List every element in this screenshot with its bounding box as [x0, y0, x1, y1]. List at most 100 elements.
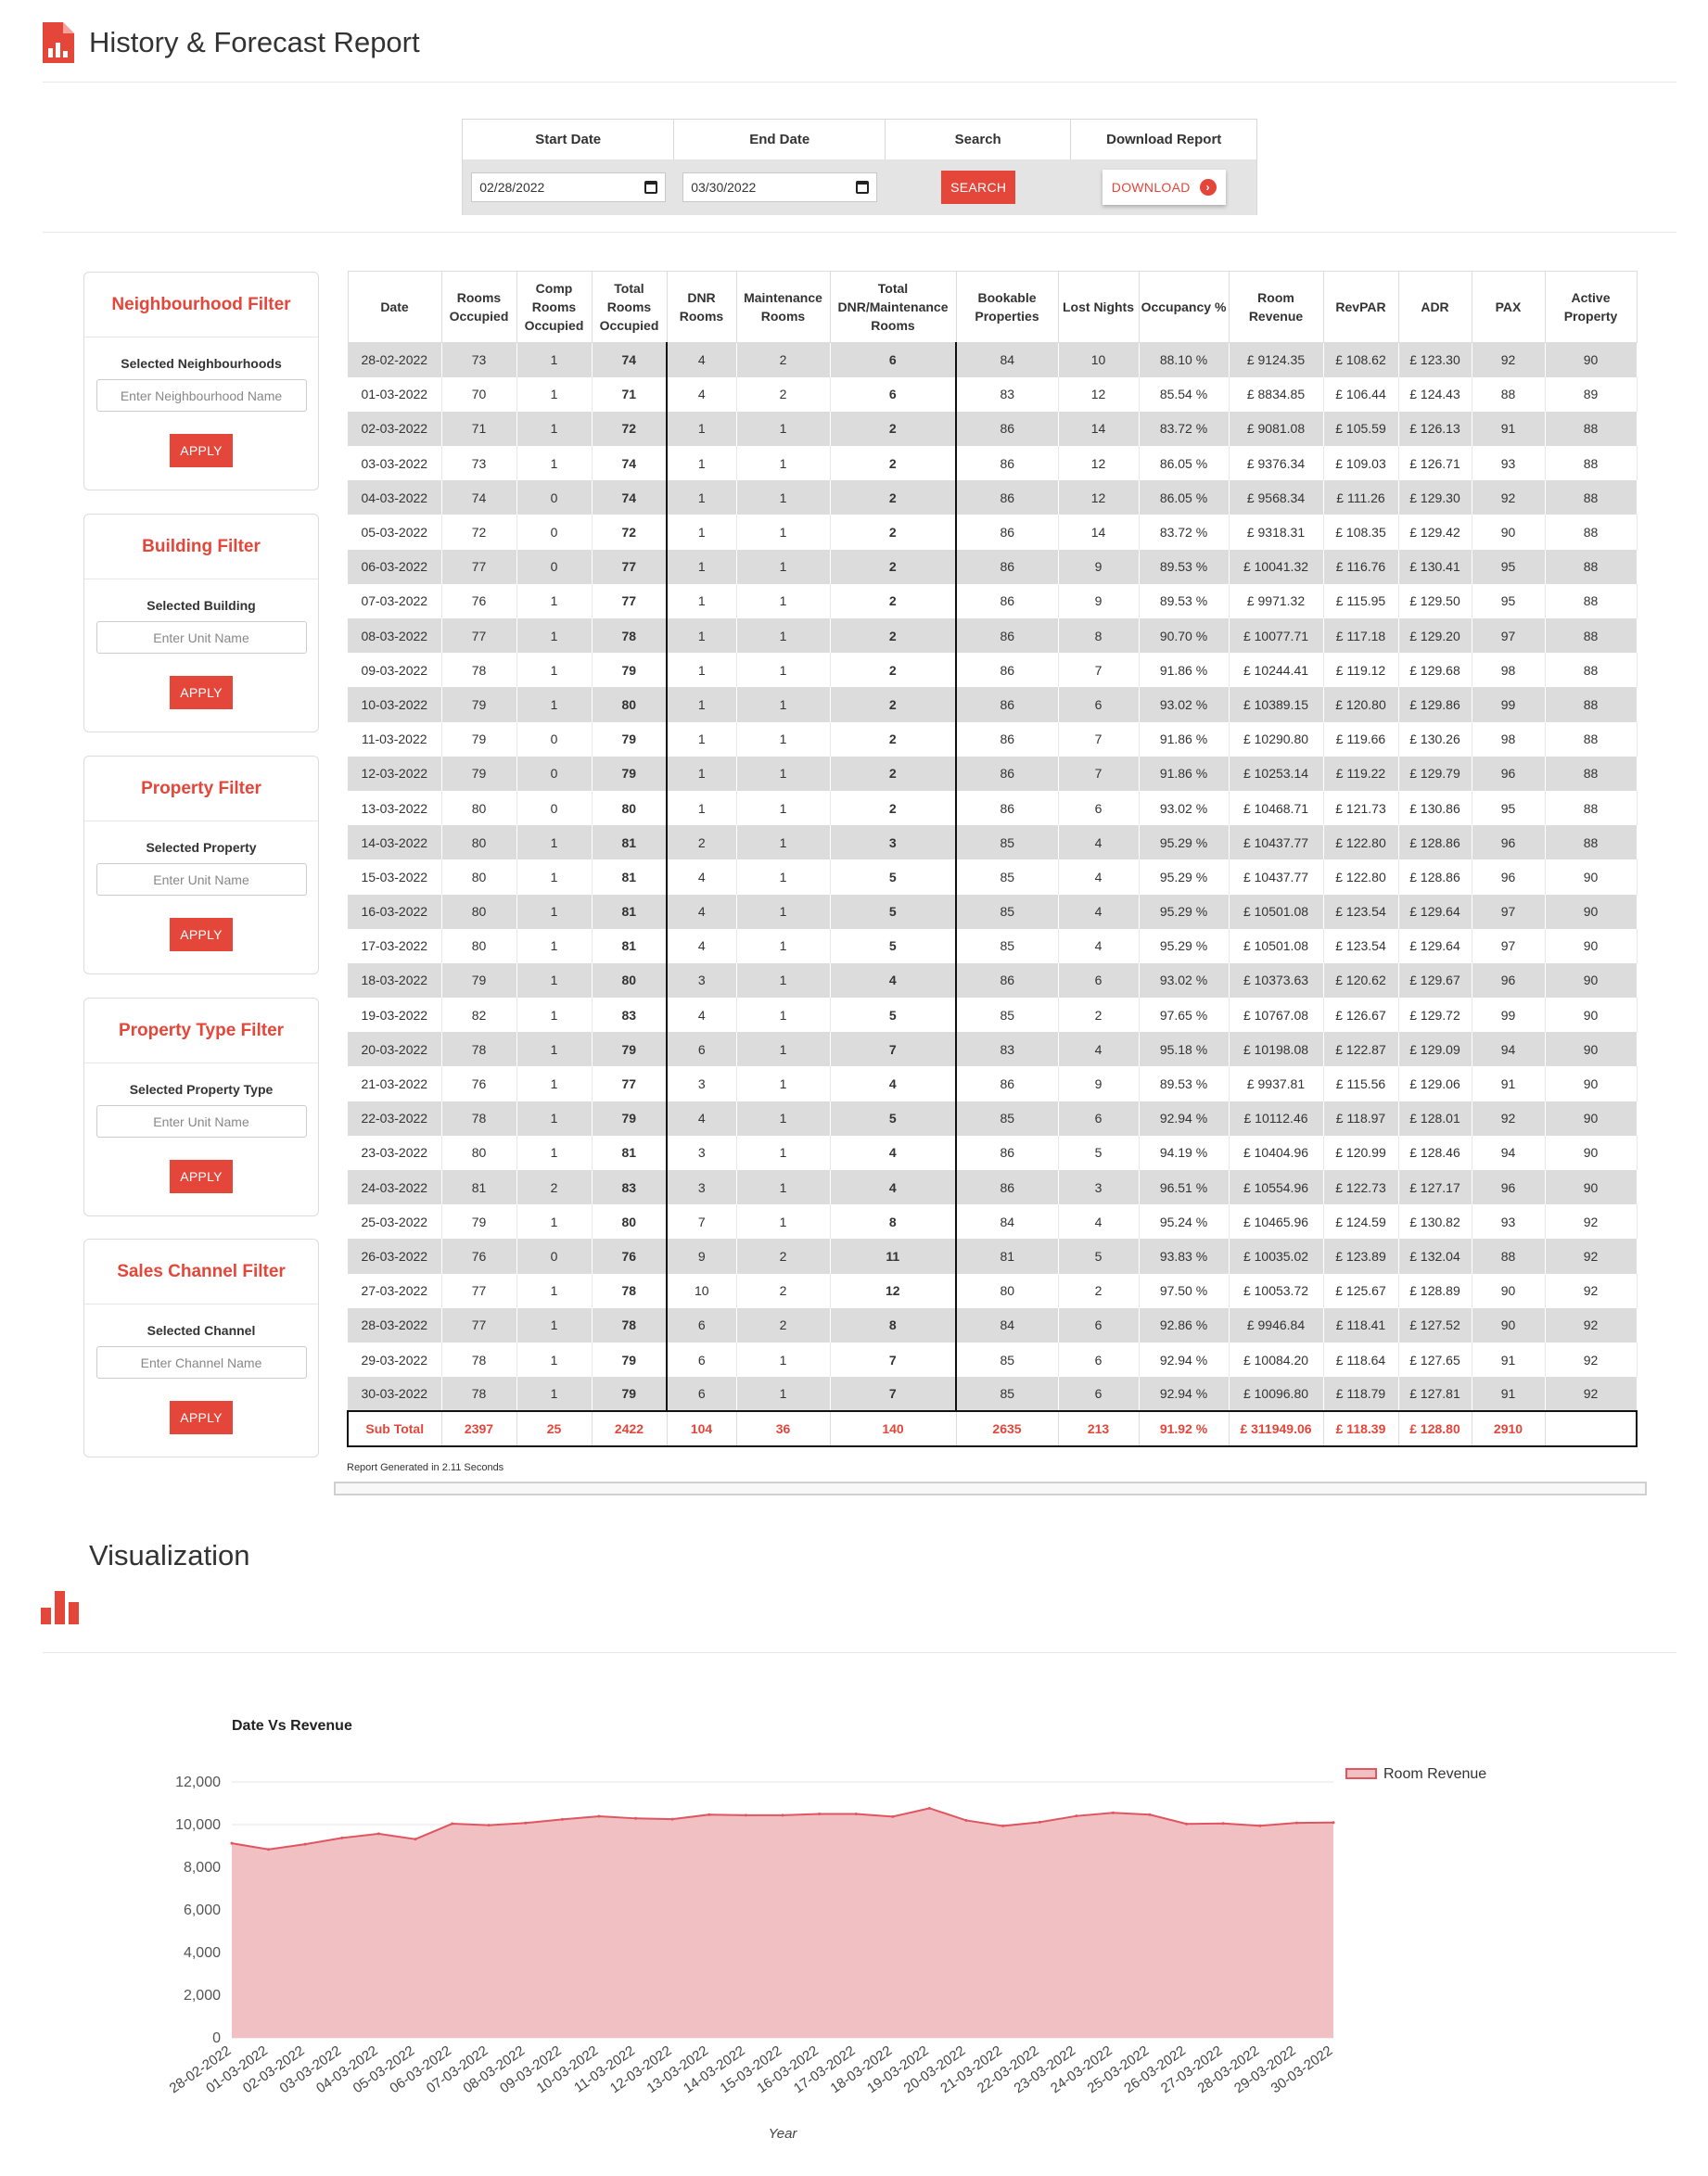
column-header[interactable]: Maintenance Rooms — [736, 271, 831, 343]
table-cell: 1 — [516, 342, 593, 377]
table-cell: 73 — [441, 342, 517, 377]
table-cell: 27-03-2022 — [348, 1273, 442, 1308]
data-point[interactable] — [1111, 1811, 1115, 1814]
data-point[interactable] — [744, 1813, 747, 1817]
data-point[interactable] — [891, 1814, 895, 1818]
apply-button[interactable]: APPLY — [170, 918, 233, 951]
table-cell: 18-03-2022 — [348, 962, 442, 999]
data-point[interactable] — [1075, 1814, 1078, 1818]
calendar-icon[interactable] — [856, 181, 870, 194]
data-point[interactable] — [267, 1848, 271, 1852]
table-cell: £ 121.73 — [1323, 790, 1399, 826]
data-point[interactable] — [487, 1824, 491, 1827]
download-button[interactable]: DOWNLOAD › — [1102, 170, 1226, 205]
table-cell: 0 — [516, 549, 593, 584]
data-point[interactable] — [707, 1813, 711, 1816]
table-cell: 94.19 % — [1139, 1135, 1230, 1170]
table-cell: 1 — [516, 1307, 593, 1343]
column-header[interactable]: Date — [347, 271, 442, 343]
table-cell: 2 — [830, 687, 957, 722]
channel-input[interactable]: Enter Channel Name — [96, 1346, 307, 1379]
data-point[interactable] — [230, 1841, 234, 1845]
table-cell: 79 — [592, 653, 668, 688]
search-button[interactable]: SEARCH — [941, 171, 1016, 204]
data-point[interactable] — [524, 1821, 528, 1825]
data-point[interactable] — [634, 1816, 638, 1820]
data-point[interactable] — [1332, 1821, 1335, 1825]
data-point[interactable] — [1221, 1822, 1225, 1826]
table-cell: 86 — [955, 1066, 1059, 1101]
data-point[interactable] — [964, 1818, 968, 1822]
data-point[interactable] — [340, 1836, 344, 1839]
data-point[interactable] — [376, 1832, 380, 1836]
table-cell: 80 — [955, 1273, 1059, 1308]
end-date-input[interactable]: 03/30/2022 — [682, 172, 878, 202]
table-cell: 77 — [592, 1066, 668, 1101]
column-header[interactable]: PAX — [1472, 271, 1546, 343]
column-header[interactable]: DNR Rooms — [667, 271, 737, 343]
data-point[interactable] — [1148, 1813, 1152, 1816]
table-cell: 7 — [830, 1342, 957, 1378]
column-header[interactable]: ADR — [1398, 271, 1472, 343]
property-type-input[interactable]: Enter Unit Name — [96, 1105, 307, 1138]
apply-button[interactable]: APPLY — [170, 1160, 233, 1193]
table-cell: £ 118.97 — [1323, 1101, 1399, 1136]
apply-button[interactable]: APPLY — [170, 1401, 233, 1434]
property-input[interactable]: Enter Unit Name — [96, 863, 307, 896]
neighbourhood-input[interactable]: Enter Neighbourhood Name — [96, 379, 307, 412]
data-point[interactable] — [854, 1812, 858, 1815]
data-point[interactable] — [927, 1806, 931, 1810]
table-cell: 88 — [1545, 618, 1638, 654]
start-date-input[interactable]: 02/28/2022 — [471, 172, 667, 202]
data-point[interactable] — [1038, 1820, 1041, 1824]
data-point[interactable] — [818, 1812, 822, 1815]
column-header[interactable]: Rooms Occupied — [441, 271, 517, 343]
column-header[interactable]: Total DNR/Maintenance Rooms — [830, 271, 957, 343]
data-point[interactable] — [1001, 1824, 1005, 1827]
table-row: 13-03-2022 80 0 80 1 1 2 86 6 93.02 % £ 10468.71 £ … — [348, 790, 1638, 826]
table-cell: 2 — [736, 1239, 831, 1274]
column-header[interactable]: Total Rooms Occupied — [592, 271, 668, 343]
data-point[interactable] — [303, 1842, 307, 1846]
start-date-label: Start Date — [463, 120, 675, 159]
table-cell: 9 — [1058, 583, 1140, 618]
table-cell: £ 106.44 — [1323, 376, 1399, 412]
table-cell: 95.29 % — [1139, 894, 1230, 929]
data-point[interactable] — [670, 1817, 674, 1821]
table-cell: 1 — [516, 1135, 593, 1170]
table-cell: 1 — [666, 790, 737, 826]
column-header[interactable]: Bookable Properties — [956, 271, 1059, 343]
table-cell: 91.86 % — [1139, 721, 1230, 757]
data-point[interactable] — [781, 1813, 784, 1817]
column-header[interactable]: Lost Nights — [1058, 271, 1140, 343]
table-cell: 1 — [516, 687, 593, 722]
data-point[interactable] — [1258, 1824, 1262, 1827]
table-cell: 96 — [1472, 859, 1546, 895]
horizontal-scrollbar[interactable] — [334, 1482, 1647, 1495]
column-header[interactable]: Occupancy % — [1139, 271, 1230, 343]
data-point[interactable] — [1185, 1822, 1189, 1826]
apply-button[interactable]: APPLY — [170, 676, 233, 709]
building-input[interactable]: Enter Unit Name — [96, 621, 307, 654]
table-cell: 8 — [830, 1204, 957, 1240]
search-label: Search — [886, 120, 1072, 159]
table-cell: 28-03-2022 — [348, 1307, 442, 1343]
table-cell: 03-03-2022 — [348, 446, 442, 481]
data-point[interactable] — [1294, 1821, 1298, 1825]
table-cell: £ 10437.77 — [1229, 859, 1324, 895]
table-cell: £ 10465.96 — [1229, 1204, 1324, 1240]
column-header[interactable]: Room Revenue — [1229, 271, 1324, 343]
table-cell: 79 — [441, 1204, 517, 1240]
table-cell: 76 — [592, 1239, 668, 1274]
column-header[interactable]: RevPAR — [1323, 271, 1399, 343]
column-header[interactable]: Comp Rooms Occupied — [516, 271, 593, 343]
apply-button[interactable]: APPLY — [170, 434, 233, 467]
table-cell: 4 — [1058, 928, 1140, 963]
data-point[interactable] — [597, 1814, 601, 1818]
calendar-icon[interactable] — [644, 181, 658, 194]
data-point[interactable] — [560, 1817, 564, 1821]
data-point[interactable] — [451, 1822, 454, 1826]
table-cell: 95.29 % — [1139, 825, 1230, 860]
data-point[interactable] — [414, 1838, 417, 1841]
column-header[interactable]: Active Property — [1545, 271, 1638, 343]
